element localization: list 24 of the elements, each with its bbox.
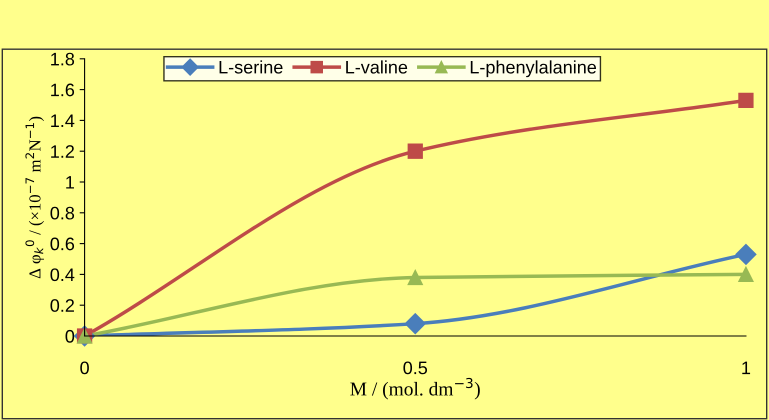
x-tick-label: 0: [80, 361, 89, 374]
y-tick-label: 1.8: [51, 52, 74, 66]
point: [408, 270, 423, 286]
y-tick-label: 0.8: [50, 206, 74, 220]
x-tick-label: 0.5: [403, 361, 428, 374]
legend-label: L-serine: [220, 60, 283, 74]
y-tick-label: 1.2: [51, 145, 74, 158]
point: [738, 92, 754, 108]
x-tick-label: 1: [742, 362, 750, 374]
point: [404, 313, 426, 334]
point: [738, 266, 754, 282]
y-tick-label: 1.6: [51, 84, 74, 96]
point: [408, 144, 423, 159]
legend-label: L-phenylalanine: [470, 60, 596, 78]
text: Δ φ$_{k}$$^{0}$ / (×10$^{−7}$ m$^{2}$N$^{−1}$): [25, 116, 44, 278]
y-tick-label: 0.4: [50, 268, 74, 282]
y-tick-label: 1: [66, 176, 74, 189]
legend-label: L-valine: [346, 60, 408, 74]
y-tick-label: 0: [66, 330, 74, 343]
y-tick-label: 1.4: [51, 114, 74, 127]
y-tick-label: 0.6: [50, 238, 74, 250]
point: [735, 244, 756, 265]
y-tick-label: 0.2: [50, 299, 74, 312]
x-axis-title: M / (mol. dm$^{−3}$): [350, 378, 480, 400]
